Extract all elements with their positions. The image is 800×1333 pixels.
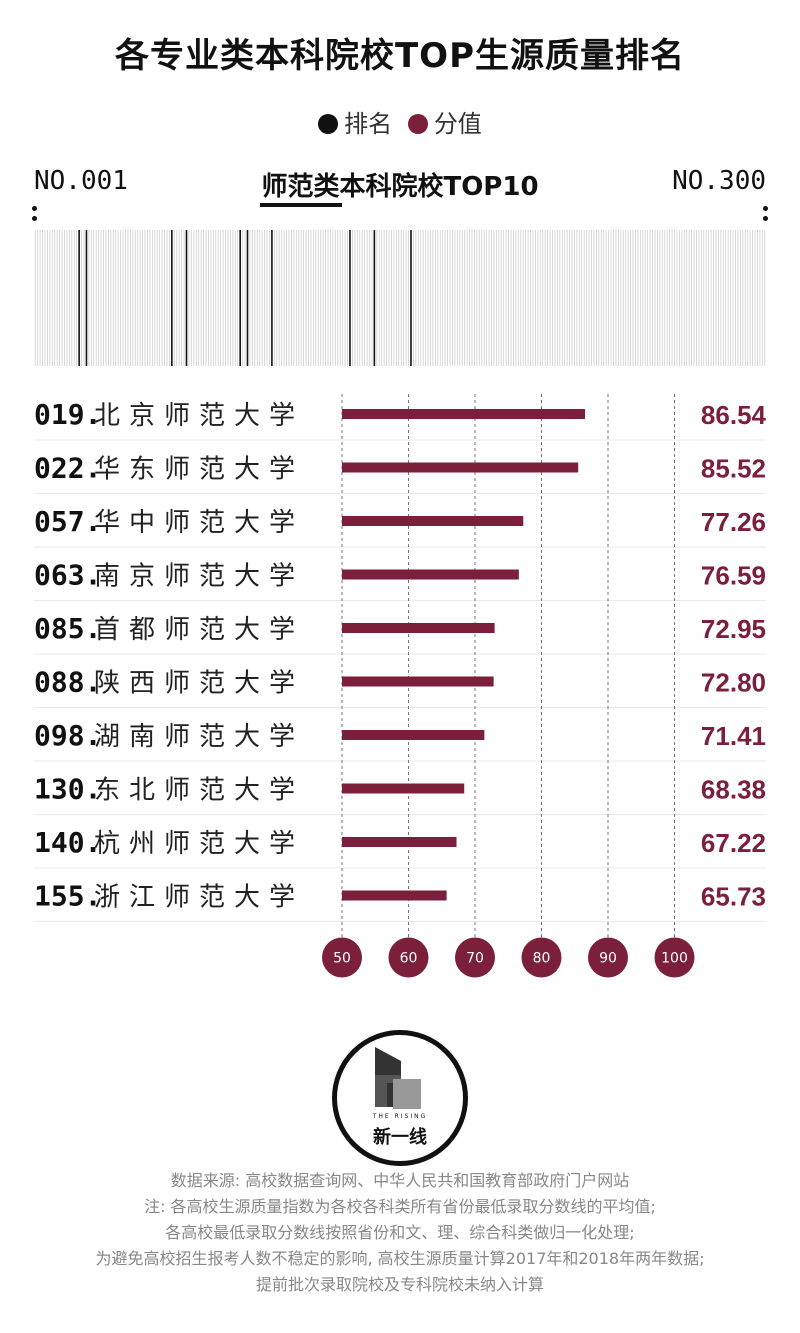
school-label: 陕西师范大学 bbox=[94, 669, 304, 699]
bar bbox=[342, 569, 519, 580]
value-label: 67.22 bbox=[701, 828, 766, 858]
subtitle-underline bbox=[260, 203, 342, 207]
tick-label: 50 bbox=[333, 951, 351, 967]
legend-score-label: 分值 bbox=[433, 110, 482, 138]
school-label: 杭州师范大学 bbox=[94, 829, 304, 859]
tick-badge bbox=[654, 937, 695, 978]
subtitle: 师范类本科院校TOP10 bbox=[261, 172, 539, 202]
bar bbox=[342, 890, 447, 901]
legend-rank-label: 排名 bbox=[344, 110, 393, 138]
note-line: 为避免高校招生报考人数不稳定的影响, 高校生源质量计算2017年和2018年两年… bbox=[95, 1249, 705, 1268]
rank-label: 057. bbox=[34, 505, 101, 538]
tick-label: 60 bbox=[400, 951, 418, 967]
tick-badge bbox=[588, 937, 628, 978]
rank-start-label: NO.001 bbox=[34, 166, 128, 196]
bar bbox=[342, 623, 495, 633]
school-label: 浙江师范大学 bbox=[94, 883, 304, 913]
value-label: 65.73 bbox=[701, 882, 766, 912]
tick-label: 90 bbox=[599, 951, 617, 967]
value-label: 71.41 bbox=[701, 721, 766, 751]
tick-label: 70 bbox=[466, 951, 484, 967]
school-label: 华东师范大学 bbox=[94, 455, 304, 485]
bar bbox=[342, 837, 457, 847]
note-line: 提前批次录取院校及专科院校未纳入计算 bbox=[255, 1275, 544, 1294]
logo-mark-icon bbox=[375, 1047, 421, 1109]
value-label: 77.26 bbox=[701, 507, 766, 537]
rank-label: 019. bbox=[34, 398, 101, 431]
legend: 排名 分值 bbox=[0, 104, 800, 139]
school-label: 北京师范大学 bbox=[94, 401, 304, 431]
value-label: 68.38 bbox=[701, 775, 766, 805]
tick-badge bbox=[322, 937, 362, 978]
rank-label: 022. bbox=[34, 452, 101, 485]
legend-rank: 排名 bbox=[318, 110, 392, 138]
value-label: 72.80 bbox=[701, 668, 766, 698]
logo-tagline: THE RISING bbox=[372, 1113, 428, 1120]
bar bbox=[342, 730, 485, 740]
chart-title: 各专业类本科院校TOP生源质量排名 bbox=[114, 36, 685, 76]
rank-label: 130. bbox=[34, 773, 101, 806]
rank-label: 098. bbox=[34, 719, 101, 752]
rank-label: 085. bbox=[34, 612, 101, 645]
right-dot-top bbox=[763, 206, 768, 211]
rank-label: 155. bbox=[34, 880, 101, 913]
rank-label: 140. bbox=[34, 826, 101, 859]
rank-dot-icon bbox=[318, 114, 339, 134]
brand-logo: THE RISING 新一线 bbox=[332, 1030, 468, 1166]
tick-badge bbox=[521, 937, 562, 978]
legend-score: 分值 bbox=[407, 110, 482, 138]
tick-badge bbox=[455, 937, 495, 978]
school-label: 东北师范大学 bbox=[94, 776, 304, 806]
tick-badge bbox=[388, 937, 429, 978]
rank-label: 088. bbox=[34, 666, 101, 699]
school-label: 南京师范大学 bbox=[94, 562, 304, 592]
bar-chart: 019.北京师范大学 86.54 022.华东师范大学 85.52 057.华中师范大学… bbox=[34, 394, 767, 978]
note-line: 各高校最低录取分数线按照省份和文、理、综合科类做归一化处理; bbox=[165, 1223, 635, 1242]
footnotes: 数据来源: 高校数据查询网、中华人民共和国教育部政府门户网站 注: 各高校生源质… bbox=[0, 1168, 800, 1298]
note-line: 数据来源: 高校数据查询网、中华人民共和国教育部政府门户网站 bbox=[170, 1171, 630, 1190]
rank-end-label: NO.300 bbox=[672, 166, 766, 196]
value-label: 85.52 bbox=[701, 454, 766, 484]
school-label: 首都师范大学 bbox=[94, 615, 304, 645]
note-line: 注: 各高校生源质量指数为各校各科类所有省份最低录取分数线的平均值; bbox=[144, 1197, 656, 1216]
value-label: 76.59 bbox=[701, 561, 766, 591]
left-dot-bottom bbox=[32, 216, 37, 221]
right-dot-bottom bbox=[763, 216, 768, 221]
score-dot-icon bbox=[407, 114, 428, 134]
school-label: 湖南师范大学 bbox=[94, 722, 304, 752]
logo-text: 新一线 bbox=[373, 1127, 427, 1148]
bar bbox=[342, 783, 465, 794]
tick-label: 100 bbox=[661, 951, 688, 967]
bar bbox=[342, 409, 585, 419]
value-label: 72.95 bbox=[701, 614, 766, 644]
rank-label: 063. bbox=[34, 559, 101, 592]
school-label: 华中师范大学 bbox=[94, 508, 304, 538]
bar bbox=[342, 462, 579, 473]
bar bbox=[342, 676, 494, 687]
rank-strip bbox=[34, 230, 766, 366]
left-dot-top bbox=[32, 206, 37, 211]
value-label: 86.54 bbox=[701, 400, 767, 430]
tick-label: 80 bbox=[533, 951, 551, 967]
bar bbox=[342, 516, 524, 526]
